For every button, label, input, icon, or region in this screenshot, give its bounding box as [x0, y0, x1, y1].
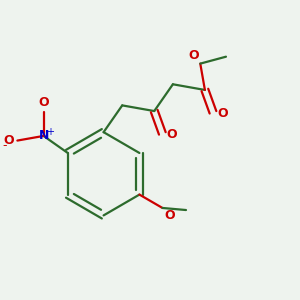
Text: O: O [4, 134, 14, 147]
Text: +: + [46, 128, 54, 137]
Text: O: O [217, 107, 228, 120]
Text: O: O [164, 209, 175, 222]
Text: O: O [188, 49, 199, 62]
Text: O: O [167, 128, 177, 141]
Text: N: N [38, 129, 49, 142]
Text: -: - [3, 140, 7, 152]
Text: O: O [38, 96, 49, 109]
